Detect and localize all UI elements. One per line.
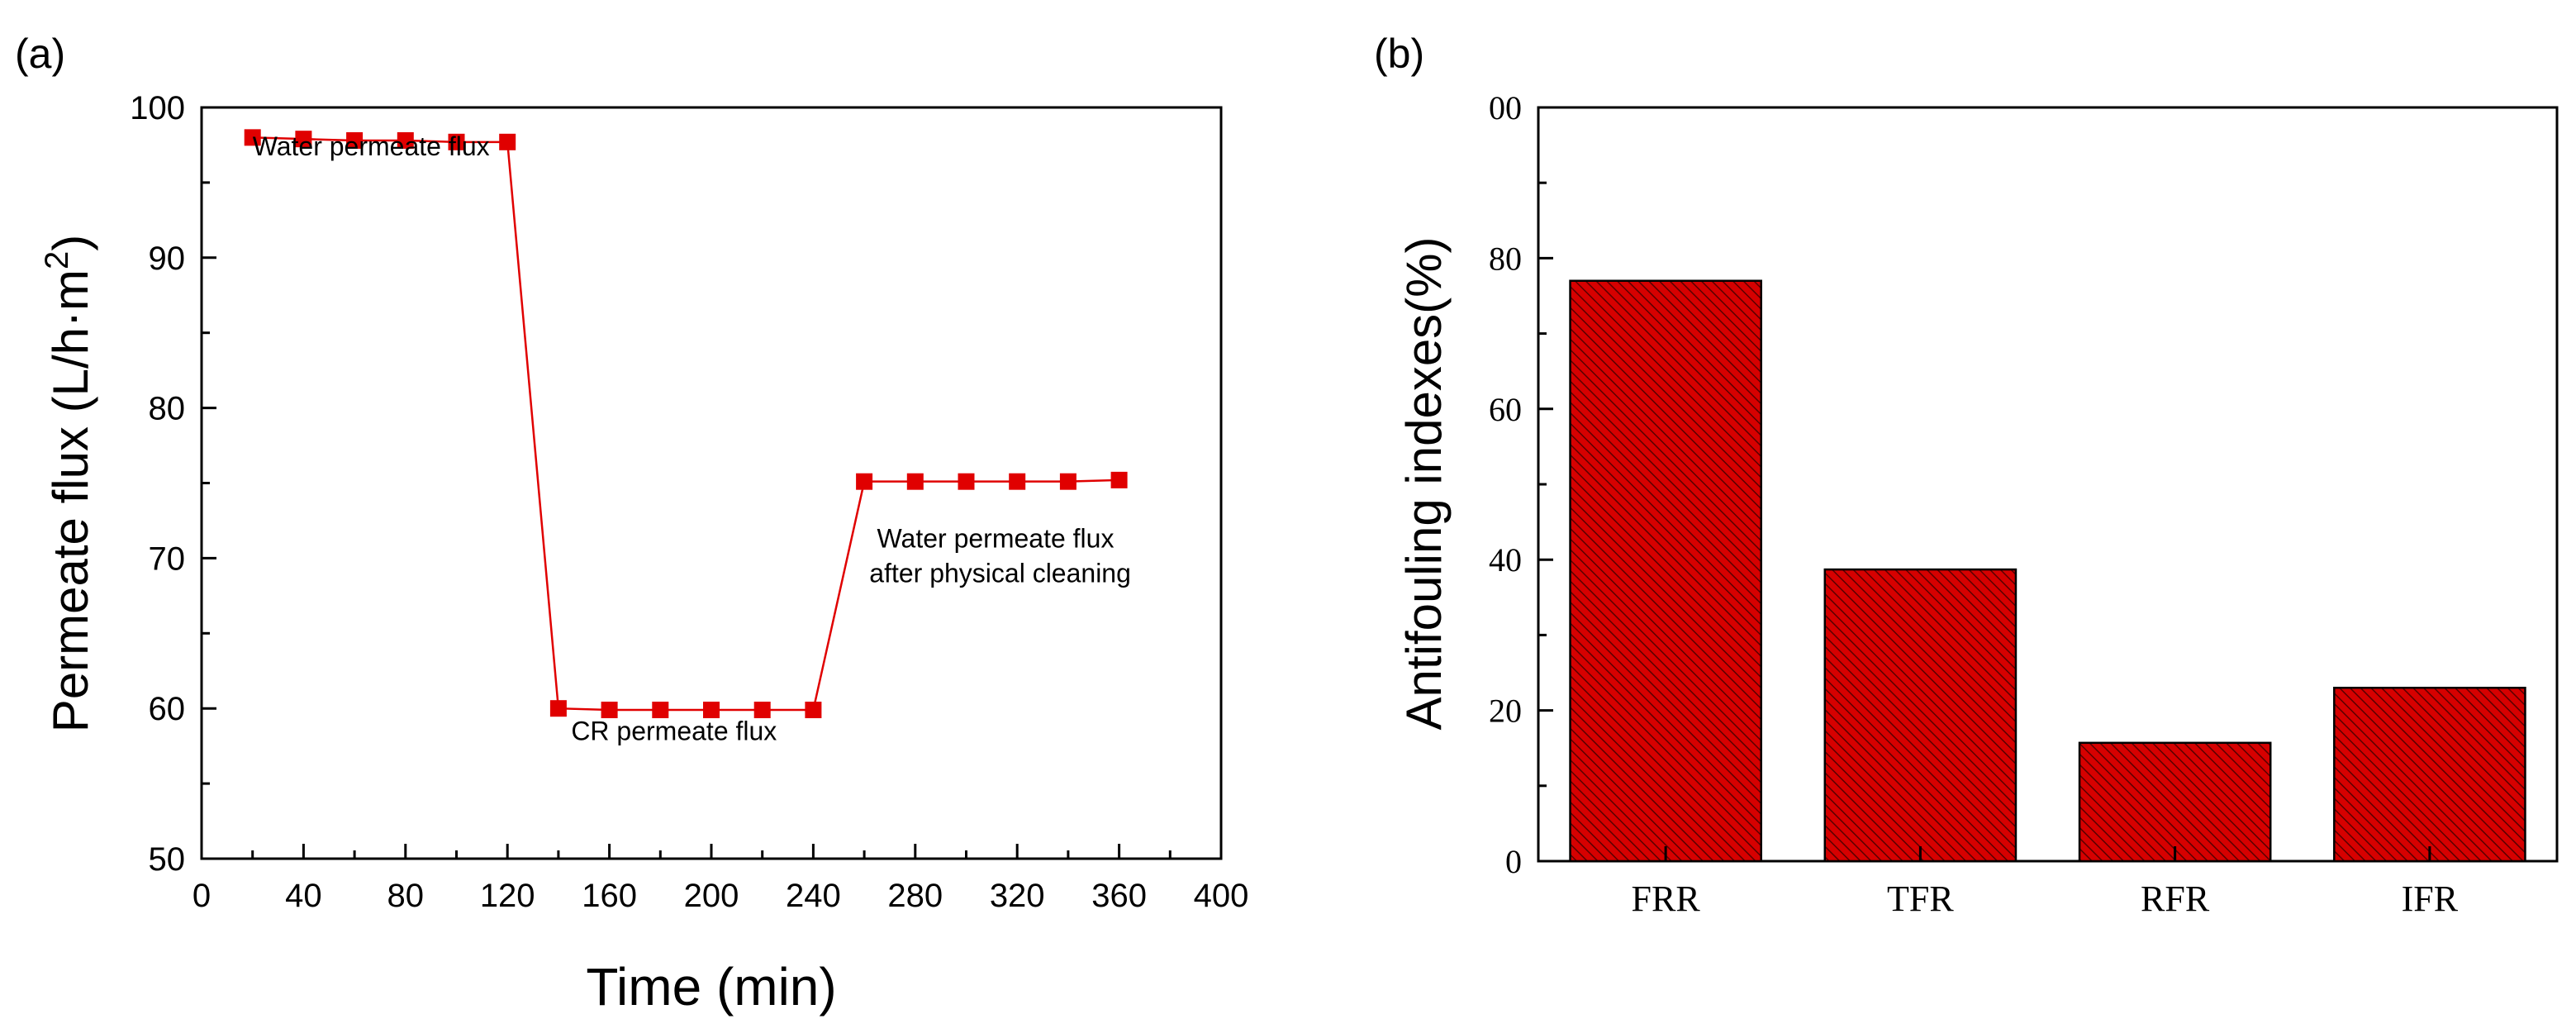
y-tick-label: 50	[149, 841, 186, 878]
panel-a-y-axis-label-close: )	[43, 235, 98, 251]
x-tick-label: TFR	[1887, 879, 1954, 919]
y-tick-label: 40	[1489, 541, 1522, 579]
bar-ifr	[2333, 686, 2526, 863]
panel-b-y-axis-label: Antifouling indexes(%)	[1396, 237, 1452, 731]
panel-b-minor-ticks	[1538, 106, 2431, 863]
x-tick-label: 200	[684, 878, 739, 914]
panel-a-y-ticks: 50 60 70 80 90 100	[130, 90, 185, 878]
y-tick-label: 20	[1489, 693, 1522, 730]
data-point	[856, 473, 873, 490]
panel-a-y-axis-label-superscript: 2	[39, 251, 75, 269]
data-point	[448, 133, 465, 150]
data-point	[601, 702, 618, 719]
y-tick-label: 60	[1489, 391, 1522, 428]
y-tick-label: 70	[149, 540, 186, 577]
x-tick-label: FRR	[1632, 879, 1701, 919]
panel-a-y-axis-label: Permeate flux (L/h·m2)	[39, 235, 98, 732]
y-tick-label: 90	[149, 240, 186, 277]
panel-b-label: (b)	[1374, 31, 1424, 77]
y-tick-label: 80	[149, 391, 186, 427]
panel-b-y-ticks: 0 20 40 60 80 00	[1489, 89, 1522, 880]
panel-a-series	[244, 129, 1128, 719]
panel-a-x-ticks: 0 40 80 120 160 200 240 280 320 360 400	[192, 878, 1249, 914]
annotation-label: CR permeate flux	[571, 716, 777, 745]
x-tick-label: 240	[786, 878, 841, 914]
panel-a: (a) 0 40 80 120 160 200 240 280 320 360 400 506070…	[15, 31, 1248, 1017]
x-tick-label: 280	[887, 878, 943, 914]
data-point	[295, 131, 312, 148]
panel-b-bars	[1569, 279, 2526, 863]
x-tick-label: 400	[1194, 878, 1249, 914]
data-point	[549, 700, 567, 717]
x-tick-label: 320	[990, 878, 1045, 914]
panel-b-x-ticks: FRR TFR RFR IFR	[1632, 879, 2459, 919]
x-tick-label: 120	[480, 878, 535, 914]
data-point	[805, 702, 822, 719]
annotation-label: Water permeate flux	[253, 131, 490, 161]
data-point	[397, 131, 414, 149]
panel-a-label: (a)	[15, 31, 65, 77]
annotation-label: Water permeate flux	[877, 524, 1115, 554]
annotation-label: after physical cleaning	[869, 558, 1131, 588]
panel-b: (b) 0 20 40 60 80 00 FRR TFR RFR IFR Antifouling…	[1374, 31, 2559, 919]
y-tick-label: 0	[1505, 843, 1522, 880]
data-point	[499, 133, 516, 150]
x-tick-label: 160	[582, 878, 637, 914]
y-tick-label: 60	[149, 691, 186, 727]
y-tick-label: 00	[1489, 89, 1522, 126]
x-tick-label: RFR	[2141, 879, 2210, 919]
data-point	[244, 129, 261, 146]
panel-a-x-axis-label: Time (min)	[586, 957, 836, 1017]
data-point	[958, 473, 975, 490]
series-line	[252, 136, 1119, 712]
data-point	[753, 702, 771, 719]
data-point	[703, 702, 720, 719]
data-point	[1009, 473, 1026, 490]
x-tick-label: 40	[285, 878, 322, 914]
bar-rfr	[2078, 741, 2272, 863]
y-tick-label: 80	[1489, 240, 1522, 277]
data-point	[346, 131, 364, 149]
x-tick-label: IFR	[2402, 879, 2459, 919]
bar-tfr	[1823, 568, 2018, 863]
data-point	[652, 702, 669, 719]
x-tick-label: 80	[387, 878, 425, 914]
data-point	[1110, 471, 1128, 488]
panel-a-annotations: Water permeate flux CR permeate flux Water…	[253, 131, 1131, 745]
x-tick-label: 360	[1091, 878, 1147, 914]
data-point	[906, 473, 924, 490]
data-point	[1059, 473, 1077, 490]
x-tick-label: 0	[192, 878, 211, 914]
panel-a-minor-ticks	[200, 106, 1223, 860]
panel-a-y-axis-label-main: Permeate flux (L/h·m	[43, 269, 98, 732]
y-tick-label: 100	[130, 90, 185, 126]
bar-frr	[1569, 279, 1762, 863]
